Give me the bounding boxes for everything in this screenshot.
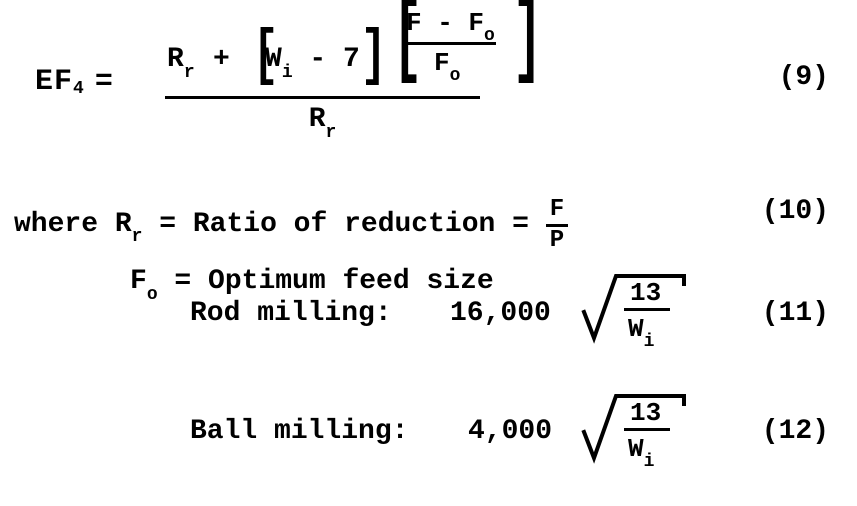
radical-ball-bar (624, 428, 670, 431)
radical-ball-num: 13 (630, 398, 661, 428)
eq9-sec-numerator: F - Fo (406, 8, 495, 42)
ratio-text: = Ratio of reduction = (142, 209, 545, 240)
wi-sub: i (282, 63, 293, 83)
sec-num-text: F - F (406, 8, 484, 38)
rad-den-sym2: W (628, 434, 644, 464)
eq9-num-rr: Rr (167, 44, 195, 79)
eq9-denominator: Rr (165, 104, 480, 139)
rr-sub: r (184, 63, 195, 83)
eq9-wi-minus-7: Wi - 7 (265, 44, 360, 79)
page: EF4 = Rr + [ Wi - 7 ] Rr [ F - Fo Fo ] (0, 0, 857, 506)
eq10-frac-den: P (546, 227, 568, 253)
eq9-fraction-bar (165, 96, 480, 99)
rr-den-sub: r (326, 123, 337, 143)
where-text: where (14, 209, 115, 240)
ball-milling-value: 4,000 (468, 416, 552, 447)
fo-eq-text: = Optimum feed size (158, 266, 494, 297)
rad-den-sub2: i (644, 452, 655, 472)
rr-sym: R (167, 44, 184, 75)
eq9-equals: = (95, 65, 114, 99)
eq10-frac-num: F (546, 198, 568, 227)
radical-rod-den: Wi (628, 314, 654, 348)
rr-sym-10: R (115, 209, 132, 240)
eq-number-11: (11) (762, 298, 829, 329)
ef-symbol: EF (35, 65, 73, 99)
eq10-line: where Rr = Ratio of reduction = FP (14, 196, 568, 251)
rod-milling-label: Rod milling: (190, 298, 392, 329)
eq9-bracket2-right: ] (512, 0, 542, 86)
wi-sym: W (265, 44, 282, 75)
radical-ball-den: Wi (628, 434, 654, 468)
radical-rod-num: 13 (630, 278, 661, 308)
eq9-lhs: EF4 = (35, 65, 114, 99)
eq9-sec-bar (408, 42, 496, 45)
eq9-sec-denominator: Fo (434, 48, 460, 82)
ef-subscript: 4 (73, 79, 85, 99)
eq9-bracket2: [ F - Fo Fo ] (380, 0, 510, 96)
sec-den-sym: F (434, 48, 450, 78)
rr-sub-10: r (132, 227, 143, 247)
eq-number-10: (10) (762, 196, 829, 227)
eq10-fraction: FP (546, 198, 568, 253)
fo-sub: o (147, 285, 158, 305)
radical-rod-bar (624, 308, 670, 311)
minus7: - 7 (293, 44, 360, 75)
ball-milling-label: Ball milling: (190, 416, 408, 447)
eq-number-12: (12) (762, 416, 829, 447)
sec-den-sub: o (450, 66, 461, 86)
radical-ball: 13 Wi (580, 390, 690, 468)
rr-den-sym: R (309, 104, 326, 135)
radical-rod: 13 Wi (580, 270, 690, 348)
fo-definition: Fo = Optimum feed size (130, 266, 494, 301)
eq-number-9: (9) (779, 62, 829, 93)
fo-sym: F (130, 266, 147, 297)
rod-milling-value: 16,000 (450, 298, 551, 329)
eq9-plus: + (213, 44, 230, 75)
rad-den-sub: i (644, 332, 655, 352)
rad-den-sym: W (628, 314, 644, 344)
